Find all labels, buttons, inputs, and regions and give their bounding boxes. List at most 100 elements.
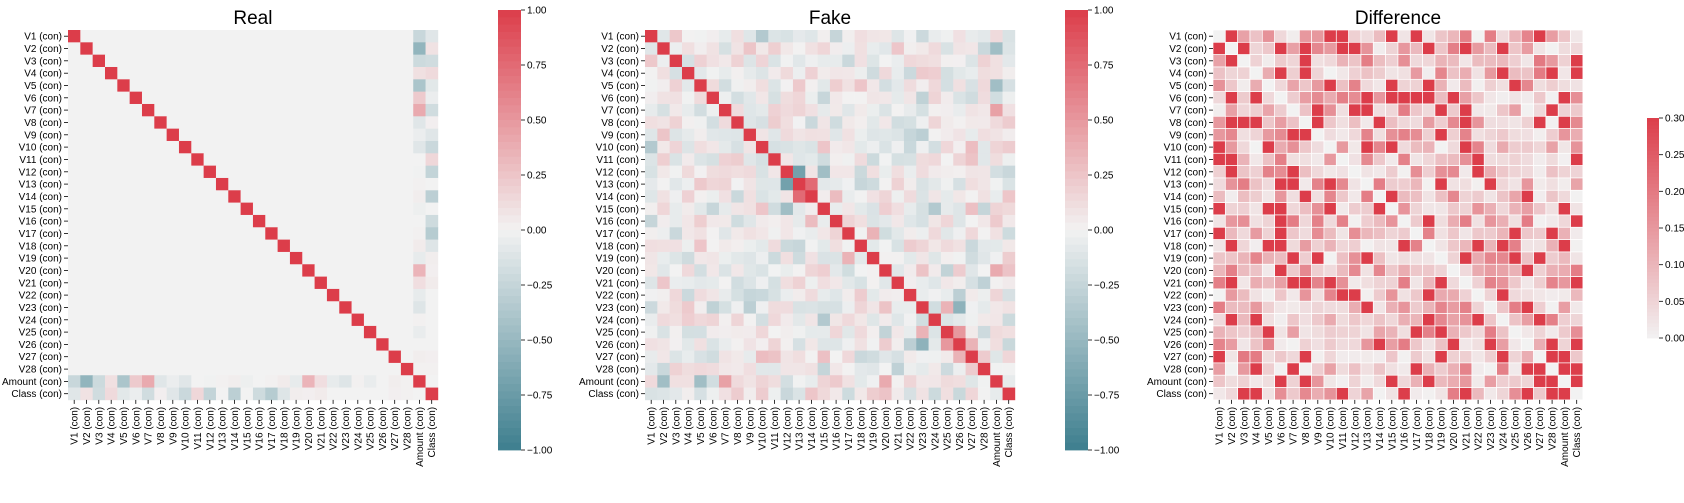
heatmap-cell — [376, 313, 389, 327]
heatmap-cell — [792, 375, 806, 388]
heatmap-cell — [376, 288, 389, 302]
heatmap-cell — [1286, 177, 1300, 191]
heatmap-cell — [1237, 29, 1251, 43]
heatmap-cell — [1385, 103, 1399, 117]
heatmap-cell — [240, 387, 254, 401]
heatmap-cell — [1274, 165, 1288, 179]
heatmap-cell — [203, 239, 217, 253]
heatmap-cell — [1298, 239, 1312, 253]
heatmap-cell — [1385, 313, 1399, 327]
heatmap-cell — [289, 264, 303, 277]
heatmap-cell — [1422, 103, 1436, 117]
heatmap-cell — [1385, 91, 1399, 105]
heatmap-cell — [1520, 276, 1534, 290]
heatmap-cell — [990, 313, 1003, 327]
heatmap-cell — [879, 190, 892, 203]
colorbar-segment — [498, 318, 521, 326]
heatmap-cell — [977, 251, 991, 265]
heatmap-cell — [277, 140, 291, 154]
heatmap-cell — [1261, 115, 1275, 129]
heatmap-cell — [805, 227, 818, 240]
heatmap-cell — [1298, 29, 1312, 43]
heatmap-cell — [755, 338, 769, 351]
heatmap-cell — [990, 30, 1003, 43]
colorbar-segment — [498, 384, 521, 392]
colorbar-segment — [1065, 310, 1088, 319]
heatmap-cell — [326, 103, 340, 117]
heatmap-cell — [792, 54, 806, 68]
heatmap-cell — [965, 91, 979, 105]
heatmap-cell — [191, 214, 204, 228]
heatmap-cell — [1002, 227, 1016, 240]
heatmap-cell — [191, 190, 204, 203]
heatmap-cell — [1570, 140, 1584, 154]
heatmap-cell — [768, 79, 781, 92]
heatmap-cell — [1311, 115, 1325, 129]
heatmap-cell — [1409, 325, 1423, 339]
heatmap-cell — [669, 103, 683, 117]
heatmap-cell — [1385, 362, 1399, 376]
heatmap-cell — [1224, 276, 1239, 290]
y-tick-label: V13 (con) — [1164, 180, 1207, 191]
heatmap-cell — [743, 190, 757, 203]
heatmap-cell — [363, 116, 377, 129]
heatmap-cell — [68, 190, 81, 203]
heatmap-cell — [1508, 239, 1522, 253]
y-tick-label: V6 (con) — [24, 93, 62, 104]
heatmap-cell — [376, 301, 389, 314]
heatmap-cell — [141, 54, 155, 68]
heatmap-cell — [265, 202, 278, 216]
heatmap-cell — [990, 42, 1003, 55]
heatmap-cell — [842, 239, 855, 253]
heatmap-cell — [965, 338, 979, 351]
heatmap-cell — [854, 239, 868, 253]
heatmap-cell — [1311, 374, 1325, 388]
heatmap-cell — [706, 190, 720, 203]
heatmap-cell — [400, 387, 414, 401]
heatmap-cell — [718, 30, 732, 43]
heatmap-cell — [1422, 128, 1436, 142]
heatmap-cell — [1323, 226, 1337, 240]
heatmap-cell — [141, 338, 155, 351]
heatmap-cell — [68, 214, 81, 228]
heatmap-cell — [1385, 239, 1399, 253]
heatmap-cell — [1274, 29, 1288, 43]
heatmap-cell — [1311, 189, 1325, 203]
heatmap-cell — [916, 140, 929, 154]
heatmap-cell — [1237, 387, 1251, 401]
colorbar-segment — [1065, 237, 1088, 246]
heatmap-cell — [363, 227, 377, 240]
heatmap-cell — [1385, 337, 1399, 351]
heatmap-cell — [1298, 325, 1312, 339]
colorbar-segment — [498, 186, 521, 194]
heatmap-cell — [1471, 337, 1485, 351]
heatmap-cell — [854, 30, 868, 43]
colorbar-segment — [1065, 98, 1088, 106]
heatmap-cell — [351, 91, 365, 105]
heatmap-cell — [1261, 140, 1275, 154]
colorbar-segment — [498, 120, 521, 128]
heatmap-cell — [866, 276, 880, 290]
heatmap-cell — [657, 264, 670, 277]
x-tick-label: V2 (con) — [82, 407, 93, 445]
heatmap-cell — [1372, 202, 1386, 216]
heatmap-cell — [718, 128, 732, 142]
x-tick-label: V15 (con) — [1387, 407, 1398, 450]
x-tick-label: V6 (con) — [1276, 407, 1287, 445]
heatmap-cell — [1311, 140, 1325, 154]
heatmap-cell — [1446, 313, 1460, 327]
heatmap-cell — [903, 202, 917, 216]
heatmap-cell — [1483, 313, 1497, 327]
heatmap-cell — [302, 375, 315, 388]
heatmap-cell — [743, 239, 757, 253]
heatmap-cell — [413, 177, 426, 191]
heatmap-cell — [854, 251, 868, 265]
x-tick-label: V10 (con) — [181, 407, 192, 450]
heatmap-cell — [215, 79, 229, 92]
heatmap-cell — [302, 251, 315, 265]
heatmap-cell — [681, 140, 695, 154]
heatmap-cell — [1434, 140, 1448, 154]
heatmap-cell — [400, 79, 414, 92]
heatmap-cell — [1409, 337, 1423, 351]
